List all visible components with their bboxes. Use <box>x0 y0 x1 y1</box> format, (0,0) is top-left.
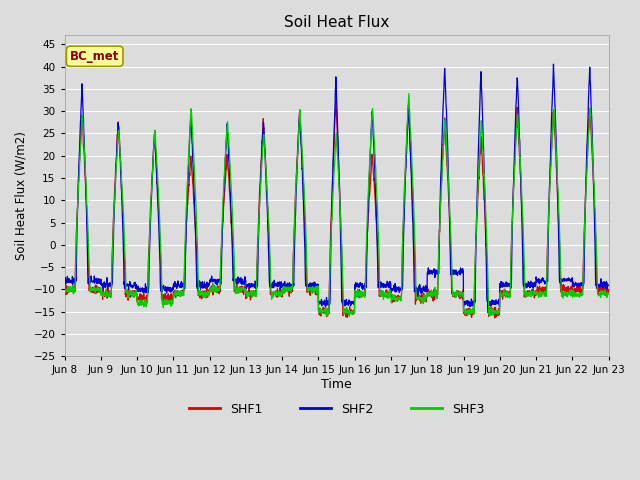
SHF3 <box>557 270 564 276</box>
SHF2 <box>605 282 612 288</box>
Line: SHF3: SHF3 <box>65 94 609 316</box>
SHF3 <box>495 308 502 313</box>
SHF3 <box>212 287 220 292</box>
SHF2 <box>61 278 68 284</box>
Line: SHF2: SHF2 <box>65 64 609 308</box>
SHF3 <box>346 313 353 319</box>
Text: BC_met: BC_met <box>70 50 120 63</box>
SHF1 <box>491 315 499 321</box>
SHF1 <box>353 288 360 294</box>
SHF3 <box>605 291 612 297</box>
SHF2 <box>212 278 220 284</box>
SHF1 <box>557 288 564 294</box>
SHF1 <box>332 97 340 103</box>
SHF2 <box>557 276 564 281</box>
SHF1 <box>605 287 612 292</box>
Line: SHF1: SHF1 <box>65 100 609 318</box>
SHF1 <box>572 286 580 292</box>
SHF3 <box>405 91 413 96</box>
SHF2 <box>352 283 360 289</box>
SHF3 <box>572 292 580 298</box>
X-axis label: Time: Time <box>321 378 352 391</box>
SHF3 <box>364 195 372 201</box>
SHF1 <box>212 288 220 294</box>
Title: Soil Heat Flux: Soil Heat Flux <box>284 15 389 30</box>
SHF3 <box>353 289 360 295</box>
SHF2 <box>495 300 502 305</box>
SHF2 <box>484 305 492 311</box>
SHF2 <box>364 216 372 222</box>
SHF3 <box>61 283 68 289</box>
SHF1 <box>495 310 502 315</box>
SHF2 <box>550 61 557 67</box>
SHF1 <box>364 215 372 220</box>
SHF1 <box>61 283 68 289</box>
Y-axis label: Soil Heat Flux (W/m2): Soil Heat Flux (W/m2) <box>15 132 28 260</box>
SHF2 <box>572 282 580 288</box>
Legend: SHF1, SHF2, SHF3: SHF1, SHF2, SHF3 <box>184 398 490 420</box>
